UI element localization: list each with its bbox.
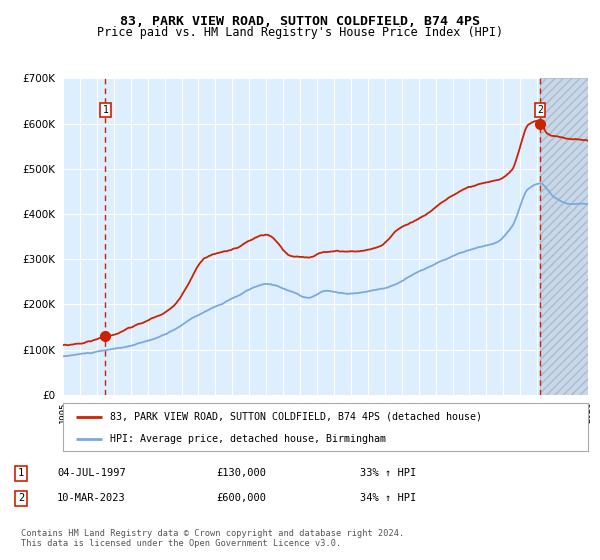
Text: This data is licensed under the Open Government Licence v3.0.: This data is licensed under the Open Gov… xyxy=(21,539,341,548)
Text: HPI: Average price, detached house, Birmingham: HPI: Average price, detached house, Birm… xyxy=(110,434,386,444)
Text: 2: 2 xyxy=(18,493,24,503)
Text: 83, PARK VIEW ROAD, SUTTON COLDFIELD, B74 4PS: 83, PARK VIEW ROAD, SUTTON COLDFIELD, B7… xyxy=(120,15,480,28)
Text: 34% ↑ HPI: 34% ↑ HPI xyxy=(360,493,416,503)
Text: 1: 1 xyxy=(103,105,108,115)
Bar xyxy=(540,78,588,395)
Text: 2: 2 xyxy=(537,105,543,115)
Text: 04-JUL-1997: 04-JUL-1997 xyxy=(57,468,126,478)
Text: £130,000: £130,000 xyxy=(216,468,266,478)
Text: £600,000: £600,000 xyxy=(216,493,266,503)
Text: 10-MAR-2023: 10-MAR-2023 xyxy=(57,493,126,503)
Text: Price paid vs. HM Land Registry's House Price Index (HPI): Price paid vs. HM Land Registry's House … xyxy=(97,26,503,39)
Text: Contains HM Land Registry data © Crown copyright and database right 2024.: Contains HM Land Registry data © Crown c… xyxy=(21,529,404,538)
Text: 83, PARK VIEW ROAD, SUTTON COLDFIELD, B74 4PS (detached house): 83, PARK VIEW ROAD, SUTTON COLDFIELD, B7… xyxy=(110,412,482,422)
Text: 1: 1 xyxy=(18,468,24,478)
Bar xyxy=(540,78,588,395)
Text: 33% ↑ HPI: 33% ↑ HPI xyxy=(360,468,416,478)
